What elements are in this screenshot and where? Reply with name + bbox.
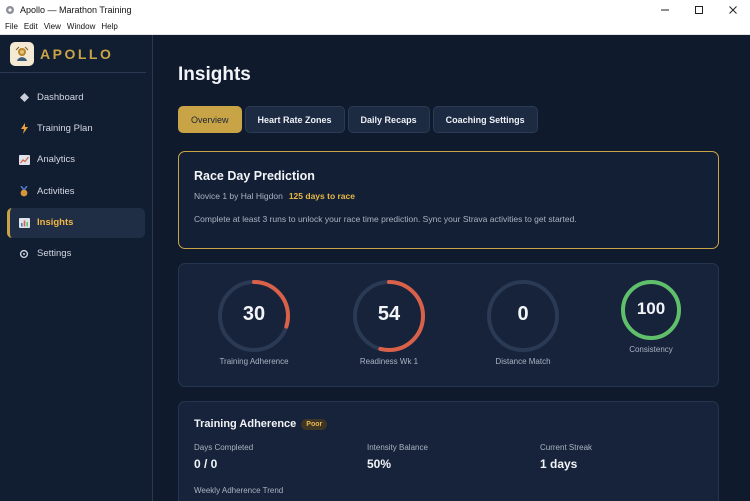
gauge-consistency: 100 Consistency bbox=[606, 278, 696, 354]
gauge-ring bbox=[353, 280, 425, 352]
sidebar-item-label: Training Plan bbox=[37, 122, 93, 134]
logo-icon bbox=[10, 41, 34, 66]
gauge-label: Training Adherence bbox=[219, 357, 289, 366]
minimize-icon[interactable] bbox=[648, 0, 682, 19]
main-content: Insights Overview Heart Rate Zones Daily… bbox=[153, 35, 750, 501]
stat-value: 50% bbox=[367, 457, 392, 471]
race-prediction-subtitle: Novice 1 by Hal Higdon 125 days to race bbox=[194, 191, 355, 201]
brand: APOLLO bbox=[0, 35, 146, 73]
tab-coaching-settings[interactable]: Coaching Settings bbox=[432, 106, 538, 133]
tab-daily-recaps[interactable]: Daily Recaps bbox=[347, 106, 430, 133]
gauge-ring bbox=[218, 280, 290, 352]
stat-label: Intensity Balance bbox=[367, 443, 428, 452]
menu-view[interactable]: View bbox=[43, 22, 61, 31]
nav-menu: Dashboard Training Plan Analytics Activi… bbox=[0, 82, 152, 269]
stat-value: 1 days bbox=[540, 457, 578, 471]
gear-icon bbox=[18, 248, 30, 260]
stat-label: Days Completed bbox=[194, 443, 254, 452]
sidebar-item-label: Activities bbox=[37, 185, 75, 197]
training-adherence-card: Training Adherence Poor Days Completed 0… bbox=[178, 401, 719, 501]
sidebar-item-activities[interactable]: Activities bbox=[7, 176, 145, 206]
stat-current-streak: Current Streak 1 days bbox=[540, 443, 592, 471]
plan-name: Novice 1 by Hal Higdon bbox=[194, 191, 283, 201]
lightning-icon bbox=[18, 122, 30, 134]
weekly-trend-label: Weekly Adherence Trend bbox=[194, 486, 284, 495]
page-title: Insights bbox=[178, 64, 251, 85]
menu-file[interactable]: File bbox=[5, 22, 18, 31]
gauge-label: Distance Match bbox=[495, 357, 551, 366]
training-adherence-title: Training Adherence Poor bbox=[194, 418, 328, 430]
sidebar-item-settings[interactable]: Settings bbox=[7, 239, 145, 269]
bar-chart-icon bbox=[18, 217, 30, 229]
section-title: Training Adherence bbox=[194, 418, 297, 430]
sidebar-item-dashboard[interactable]: Dashboard bbox=[7, 82, 145, 112]
stat-value: 0 / 0 bbox=[194, 457, 218, 471]
sidebar-item-label: Insights bbox=[37, 217, 74, 229]
menu-window[interactable]: Window bbox=[66, 22, 96, 31]
sidebar-item-training-plan[interactable]: Training Plan bbox=[7, 113, 145, 143]
sidebar-item-label: Settings bbox=[37, 248, 72, 260]
race-prediction-message: Complete at least 3 runs to unlock your … bbox=[194, 214, 577, 224]
menu-edit[interactable]: Edit bbox=[23, 22, 38, 31]
days-to-race: 125 days to race bbox=[288, 191, 355, 201]
diamond-icon bbox=[18, 91, 30, 103]
app-icon bbox=[5, 5, 15, 15]
maximize-icon[interactable] bbox=[682, 0, 716, 19]
tab-overview[interactable]: Overview bbox=[178, 106, 242, 133]
gauge-label: Consistency bbox=[629, 345, 673, 354]
gauge-value: 54 bbox=[377, 303, 401, 325]
stat-days-completed: Days Completed 0 / 0 bbox=[194, 443, 253, 471]
gauge-value: 0 bbox=[517, 303, 529, 325]
menu-bar: File Edit View Window Help bbox=[0, 19, 750, 35]
sidebar-item-analytics[interactable]: Analytics bbox=[7, 145, 145, 175]
sidebar-item-label: Analytics bbox=[37, 154, 76, 166]
sidebar: APOLLO Dashboard Training Plan Analytics… bbox=[0, 35, 153, 501]
chart-icon bbox=[18, 154, 30, 166]
gauge-value: 100 bbox=[636, 299, 666, 318]
sidebar-item-insights[interactable]: Insights bbox=[7, 207, 145, 238]
gauge-ring bbox=[621, 280, 681, 340]
score-gauges-card: 30 Training Adherence 54 Readiness Wk 1 … bbox=[178, 263, 719, 387]
gauge-readiness: 54 Readiness Wk 1 bbox=[344, 278, 434, 366]
medal-icon bbox=[18, 185, 30, 197]
stat-label: Current Streak bbox=[540, 443, 593, 452]
race-prediction-title: Race Day Prediction bbox=[194, 169, 315, 183]
gauge-training-adherence: 30 Training Adherence bbox=[209, 278, 299, 366]
tab-bar: Overview Heart Rate Zones Daily Recaps C… bbox=[178, 106, 541, 133]
status-badge: Poor bbox=[301, 418, 328, 430]
race-prediction-card: Race Day Prediction Novice 1 by Hal Higd… bbox=[178, 151, 719, 249]
tab-heart-rate-zones[interactable]: Heart Rate Zones bbox=[244, 106, 345, 133]
stat-intensity-balance: Intensity Balance 50% bbox=[367, 443, 428, 471]
close-icon[interactable] bbox=[716, 0, 750, 19]
sidebar-item-label: Dashboard bbox=[37, 91, 84, 103]
gauge-distance-match: 0 Distance Match bbox=[478, 278, 568, 366]
gauge-value: 30 bbox=[242, 303, 266, 325]
gauge-ring bbox=[487, 280, 559, 352]
gauge-label: Readiness Wk 1 bbox=[359, 357, 419, 366]
title-bar: Apollo — Marathon Training bbox=[0, 0, 750, 19]
menu-help[interactable]: Help bbox=[101, 22, 118, 31]
window-title: Apollo — Marathon Training bbox=[20, 4, 132, 15]
brand-name: APOLLO bbox=[40, 45, 114, 62]
